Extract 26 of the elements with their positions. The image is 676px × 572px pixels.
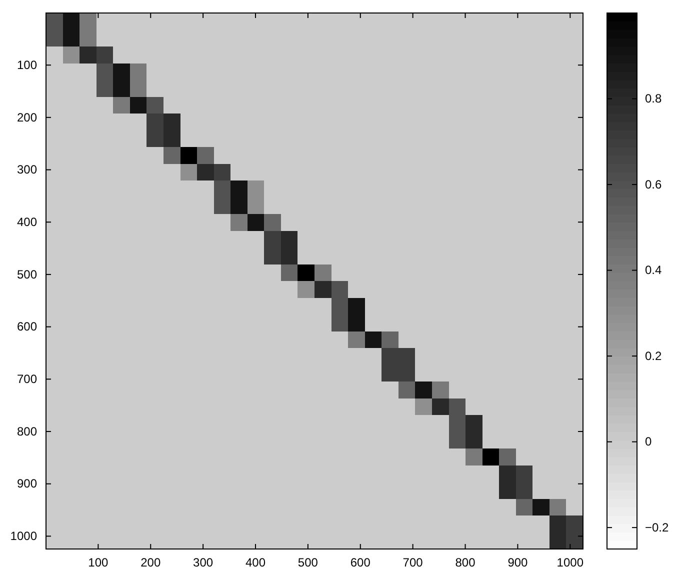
y-tick-label: 700 xyxy=(16,372,38,386)
x-tick-label: 500 xyxy=(298,556,318,570)
x-tick-label: 800 xyxy=(455,556,476,570)
y-tick-label: 100 xyxy=(16,58,38,72)
color-bar-label: 0 xyxy=(645,434,652,449)
y-tick-label: 500 xyxy=(16,267,38,282)
y-tick-label: 400 xyxy=(16,214,38,229)
y-tick-label: 1000 xyxy=(10,529,38,544)
y-tick-label: 200 xyxy=(16,110,38,124)
x-tick-label: 1000 xyxy=(556,556,584,570)
x-tick-label: 600 xyxy=(350,556,371,570)
x-tick-label: 300 xyxy=(193,556,214,570)
color-bar-label: 0.6 xyxy=(645,177,662,192)
x-tick-label: 200 xyxy=(140,556,161,570)
x-tick-label: 400 xyxy=(245,556,266,570)
x-tick-label: 700 xyxy=(402,556,424,570)
color-bar-label: 0.4 xyxy=(645,263,662,278)
color-bar-label: 0.2 xyxy=(645,348,662,363)
y-tick-label: 800 xyxy=(16,424,38,438)
x-tick-label: 900 xyxy=(508,556,528,570)
y-tick-label: 600 xyxy=(16,320,38,334)
color-bar-label: 0.8 xyxy=(645,92,662,106)
y-tick-label: 900 xyxy=(16,476,38,491)
color-bar-label: −0.2 xyxy=(645,520,670,534)
x-tick-label: 100 xyxy=(88,556,109,570)
y-tick-label: 300 xyxy=(16,162,38,177)
